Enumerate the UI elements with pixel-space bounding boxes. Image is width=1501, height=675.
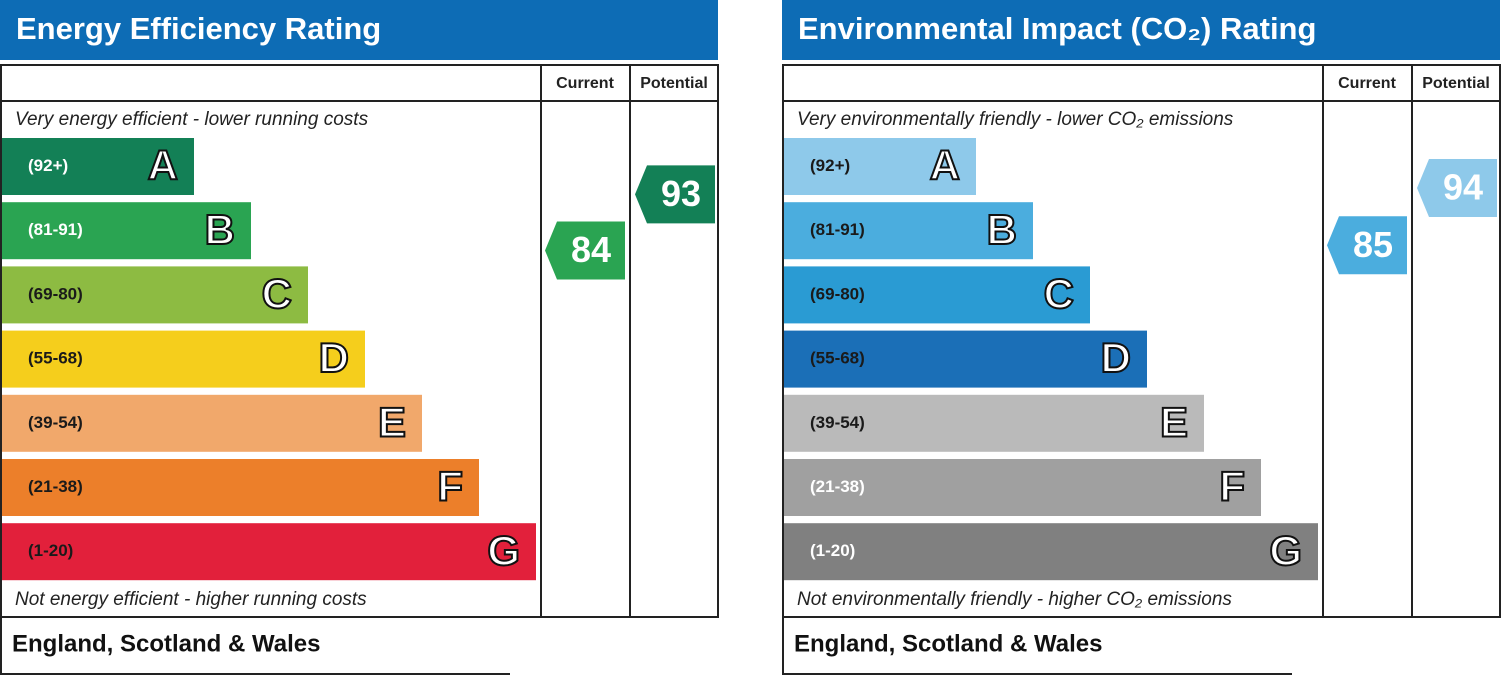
- bottom-note: Not environmentally friendly - higher CO…: [797, 589, 1232, 610]
- rating-band: [784, 202, 1033, 260]
- band-letter: E: [378, 398, 406, 445]
- current-value: 84: [571, 229, 611, 270]
- current-value: 85: [1353, 224, 1393, 265]
- band-letter: D: [1101, 334, 1131, 381]
- rating-band: [784, 459, 1261, 516]
- potential-arrow: [635, 165, 715, 224]
- band-letter: B: [205, 206, 235, 253]
- panel-title: Energy Efficiency Rating: [16, 11, 381, 46]
- rating-band: [2, 459, 479, 516]
- current-header: Current: [1338, 75, 1396, 92]
- table-border: [782, 64, 1501, 618]
- band-range: (55-68): [810, 349, 865, 368]
- top-note: Very environmentally friendly - lower CO…: [797, 109, 1234, 130]
- rating-band: [2, 138, 194, 195]
- band-range: (92+): [810, 156, 850, 175]
- band-letter: F: [437, 463, 463, 510]
- band-range: (55-68): [28, 349, 83, 368]
- band-range: (81-91): [810, 220, 865, 239]
- panel-title: Environmental Impact (CO₂) Rating: [798, 11, 1316, 46]
- rating-band: [2, 330, 365, 388]
- potential-value: 93: [661, 173, 701, 214]
- current-arrow: [545, 221, 625, 280]
- current-arrow: [1327, 216, 1407, 275]
- potential-value: 94: [1443, 167, 1483, 208]
- bottom-note: Not energy efficient - higher running co…: [15, 589, 367, 610]
- band-range: (81-91): [28, 220, 83, 239]
- rating-band: [784, 523, 1318, 581]
- band-range: (92+): [28, 156, 68, 175]
- footer: England, Scotland & Wales: [12, 630, 320, 657]
- rating-band: [784, 138, 976, 195]
- potential-arrow: [1417, 159, 1497, 217]
- title-bar: [0, 0, 718, 60]
- band-range: (39-54): [28, 413, 83, 432]
- band-letter: C: [1044, 270, 1074, 317]
- band-letter: A: [930, 142, 960, 189]
- rating-band: [784, 266, 1090, 324]
- current-header: Current: [556, 75, 614, 92]
- footer-border: [0, 617, 510, 675]
- band-letter: G: [1269, 527, 1302, 574]
- table-border: [0, 64, 719, 618]
- band-letter: E: [1160, 398, 1188, 445]
- band-range: (21-38): [810, 477, 865, 496]
- rating-band: [784, 394, 1204, 452]
- footer-border: [782, 617, 1292, 675]
- band-range: (1-20): [28, 541, 73, 560]
- band-range: (69-80): [28, 284, 83, 303]
- rating-band: [2, 523, 536, 581]
- band-letter: D: [319, 334, 349, 381]
- footer: England, Scotland & Wales: [794, 630, 1102, 657]
- band-letter: G: [487, 527, 520, 574]
- rating-band: [784, 330, 1147, 388]
- rating-band: [2, 266, 308, 324]
- band-range: (21-38): [28, 477, 83, 496]
- band-letter: F: [1219, 463, 1245, 510]
- band-range: (39-54): [810, 413, 865, 432]
- potential-header: Potential: [640, 75, 708, 92]
- band-range: (69-80): [810, 284, 865, 303]
- band-letter: B: [987, 206, 1017, 253]
- potential-header: Potential: [1422, 75, 1490, 92]
- band-range: (1-20): [810, 541, 855, 560]
- band-letter: A: [148, 142, 178, 189]
- rating-band: [2, 394, 422, 452]
- rating-band: [2, 202, 251, 260]
- top-note: Very energy efficient - lower running co…: [15, 109, 369, 130]
- band-letter: C: [262, 270, 292, 317]
- title-bar: [782, 0, 1500, 60]
